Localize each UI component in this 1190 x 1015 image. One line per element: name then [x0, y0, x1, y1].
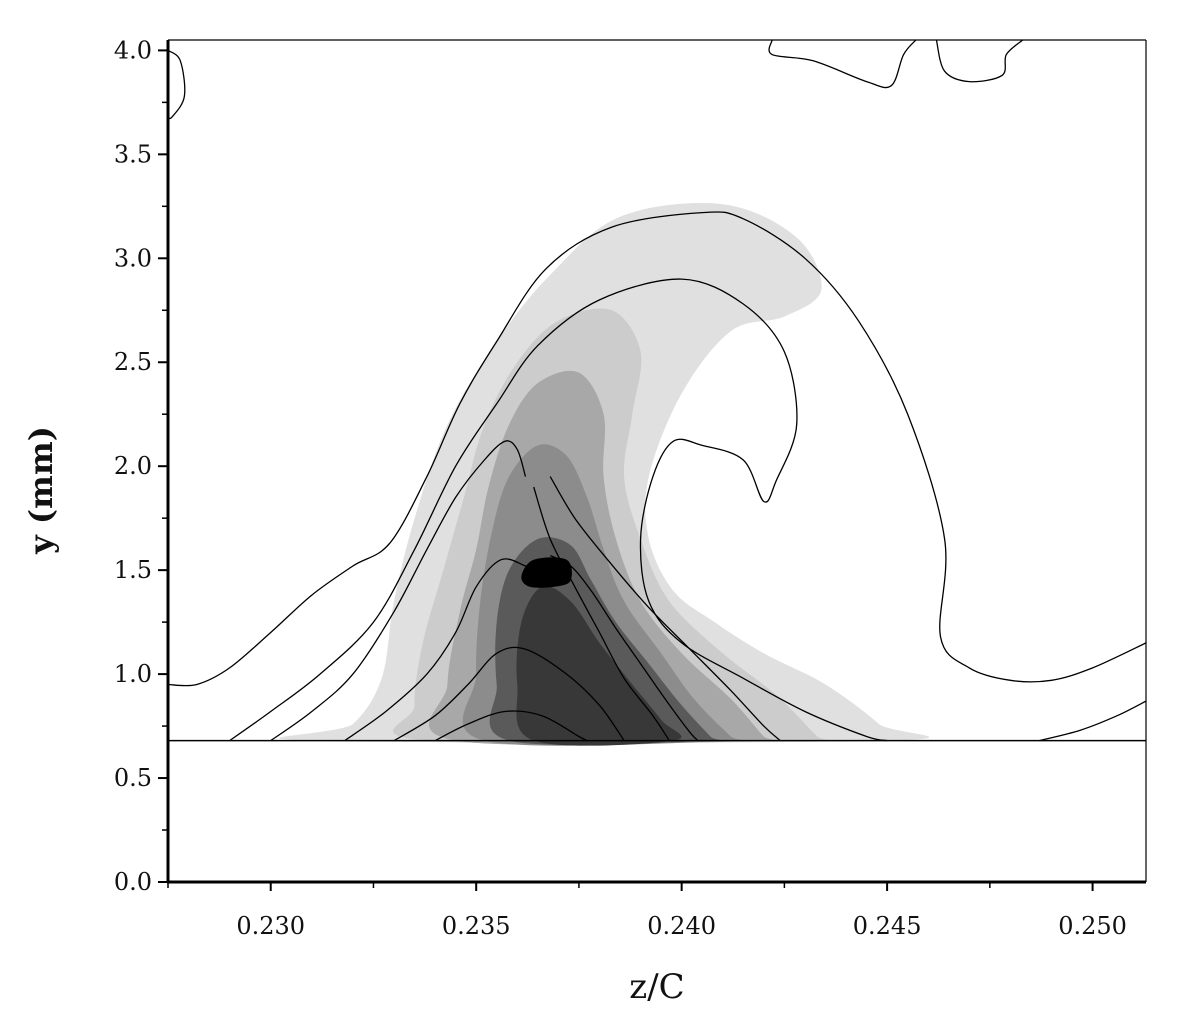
x-axis-ticks: 0.230 0.235 0.240 0.245 0.250 [167, 882, 1127, 940]
filled-contour-levels [278, 203, 930, 746]
y-axis-ticks: 0.0 0.5 1.0 1.5 2.0 2.5 3.0 3.5 4.0 [114, 36, 168, 896]
contour-line-10 [1039, 700, 1146, 742]
y-tick-label: 3.5 [114, 140, 152, 168]
contour-line-6 [434, 710, 588, 742]
contour-line-12 [935, 40, 1024, 83]
y-tick-label: 3.0 [114, 244, 152, 272]
x-tick-label: 0.230 [236, 912, 305, 940]
x-tick-label: 0.245 [853, 912, 922, 940]
contour-line-2 [229, 278, 888, 742]
plot-frame [166, 39, 1147, 884]
x-tick-label: 0.235 [442, 912, 511, 940]
y-axis-title: y (mm) [22, 426, 60, 555]
contour-line-1 [168, 211, 1146, 687]
y-tick-label: 1.5 [114, 556, 152, 584]
contour-line-7 [549, 555, 699, 742]
x-tick-label: 0.250 [1058, 912, 1127, 940]
contour-line-8 [533, 486, 670, 741]
contour-line-9 [549, 476, 781, 742]
contour-line-4 [344, 558, 543, 742]
contour-lines [168, 40, 1146, 742]
y-tick-label: 1.0 [114, 660, 152, 688]
contour-line-11 [768, 40, 917, 89]
y-tick-label: 0.0 [114, 868, 152, 896]
filled-level-7 [521, 557, 572, 588]
contour-line-13 [168, 49, 186, 120]
contour-line-5 [393, 646, 625, 742]
y-tick-label: 2.0 [114, 452, 152, 480]
y-tick-label: 0.5 [114, 764, 152, 792]
x-axis-title: z/C [629, 967, 684, 1007]
contour-line-3 [270, 440, 527, 742]
x-tick-label: 0.240 [647, 912, 716, 940]
y-tick-label: 4.0 [114, 36, 152, 64]
y-tick-label: 2.5 [114, 348, 152, 376]
filled-level-6 [516, 586, 682, 746]
